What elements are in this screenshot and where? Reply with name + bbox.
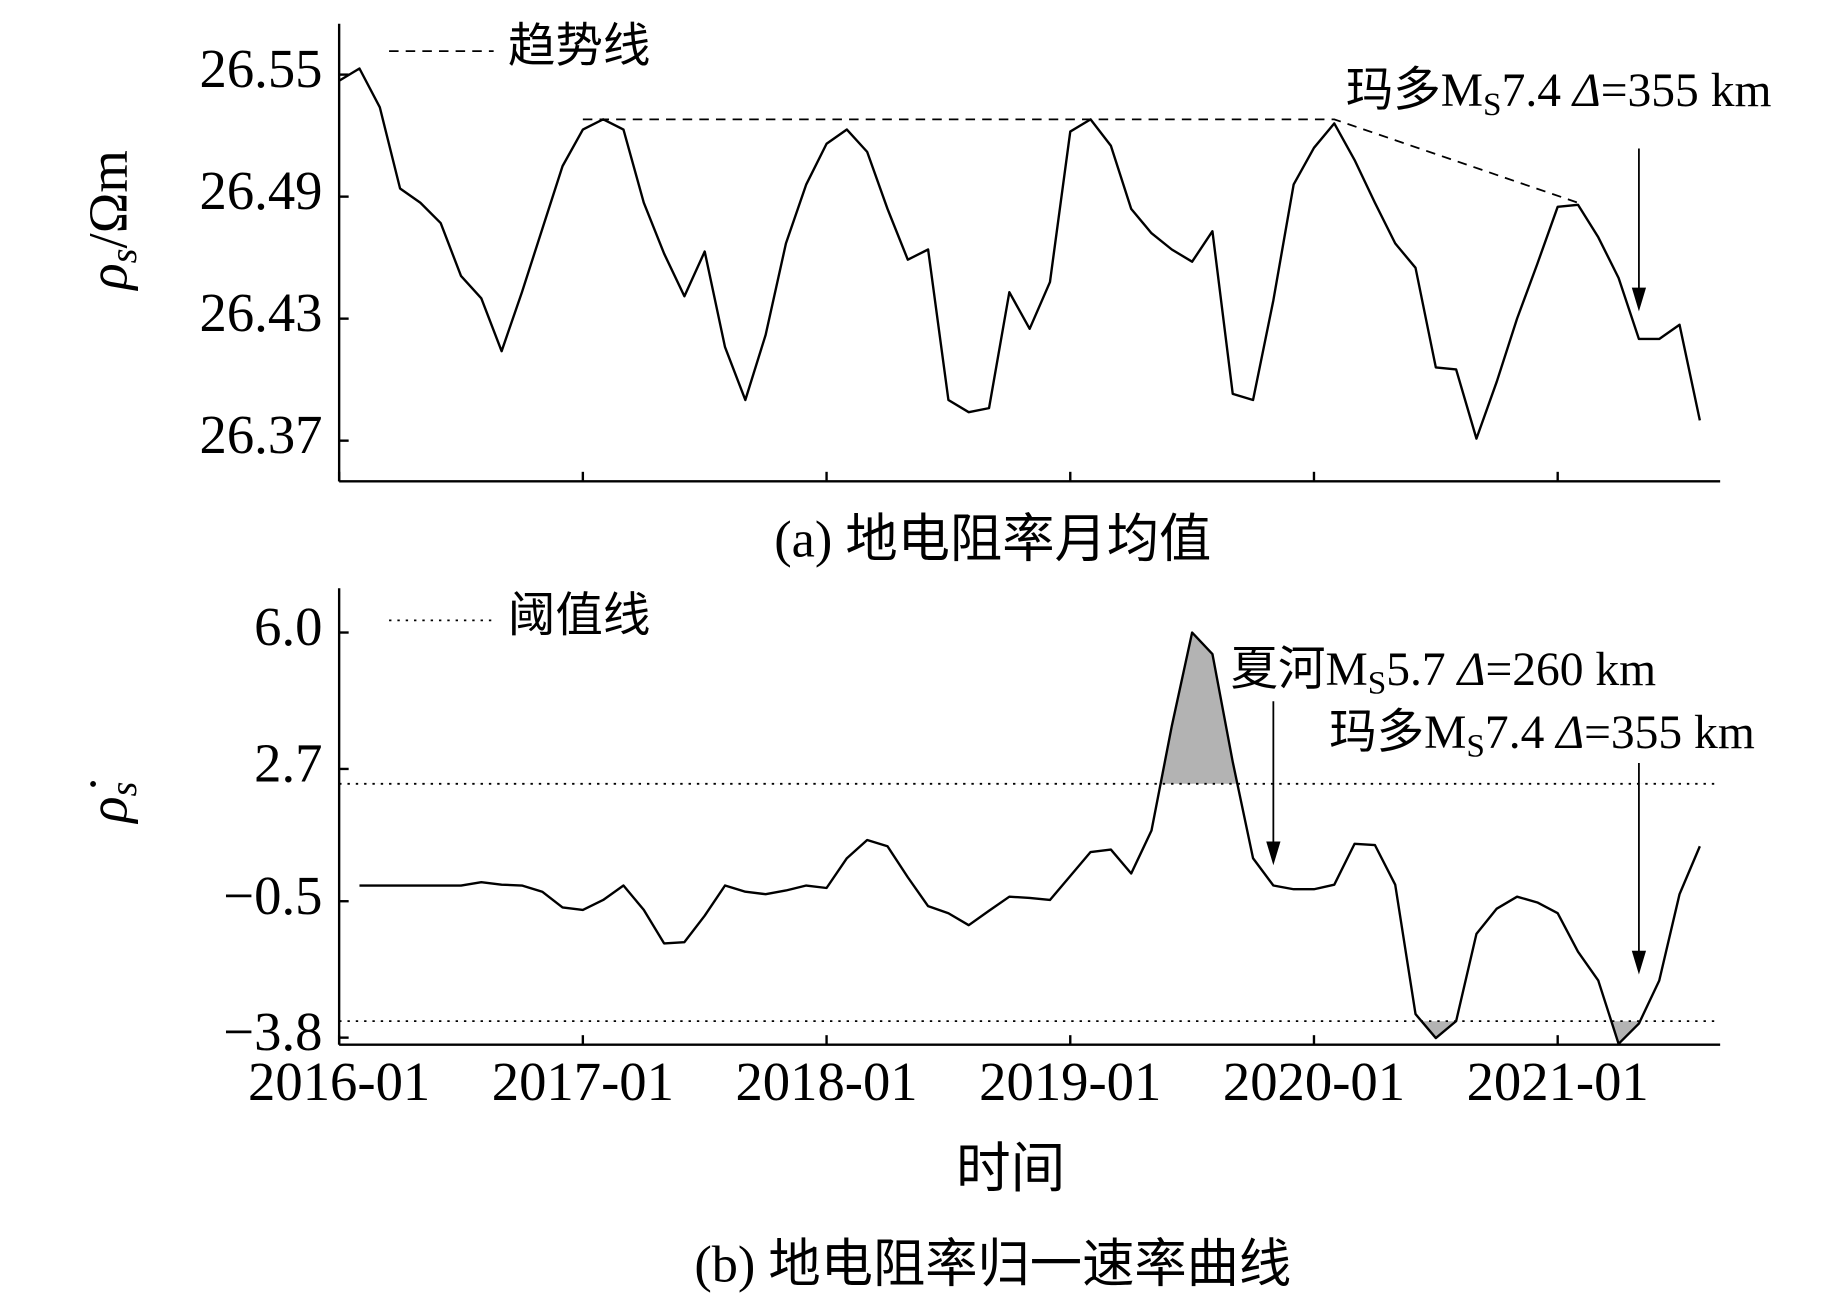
text-part: 玛多M — [1346, 65, 1483, 117]
y-tick-label: 2.7 — [254, 732, 322, 793]
text-part: s — [103, 782, 145, 797]
annotation: 玛多MS7.4 Δ=355 km — [1346, 65, 1772, 123]
trend-line — [582, 118, 1579, 204]
y-tick-label: 26.49 — [200, 160, 323, 221]
data-line — [338, 67, 1702, 440]
text-part: 夏河M — [1231, 644, 1368, 696]
x-tick-label: 2016-01 — [248, 1051, 430, 1112]
text-part: S — [1483, 86, 1502, 123]
y-tick-label: −0.5 — [223, 865, 322, 926]
x-tick-label: 2021-01 — [1467, 1051, 1649, 1112]
x-tick-label: 2020-01 — [1223, 1051, 1405, 1112]
annotation: 玛多MS7.4 Δ=355 km — [1329, 707, 1755, 765]
text-part: /Ωm — [77, 150, 138, 248]
y-tick-label: −3.8 — [223, 1001, 322, 1062]
y-tick-label: 26.55 — [200, 38, 323, 99]
data-line — [359, 631, 1701, 1046]
y-tick-label: 26.37 — [200, 404, 323, 465]
text-part: 玛多M — [1329, 707, 1466, 759]
text-part: Δ — [1554, 707, 1584, 759]
legend-label: 趋势线 — [508, 21, 651, 73]
x-axis-label: 时间 — [956, 1138, 1065, 1199]
arrow-head — [1631, 950, 1647, 975]
y-tick-label: 26.43 — [200, 282, 323, 343]
text-part: 7.4 — [1502, 65, 1573, 117]
subtitle: (b) 地电阻率归一速率曲线 — [694, 1235, 1291, 1293]
x-tick-label: 2019-01 — [979, 1051, 1161, 1112]
text-part: =355 km — [1601, 65, 1772, 117]
text-part: Δ — [1456, 644, 1486, 696]
subtitle: (a) 地电阻率月均值 — [774, 510, 1211, 568]
y-tick-label: 6.0 — [254, 596, 322, 657]
text-part: S — [1466, 727, 1485, 764]
arrow-head — [1631, 287, 1647, 312]
text-part: =260 km — [1485, 644, 1656, 696]
text-part: Δ — [1571, 65, 1601, 117]
text-part: 7.4 — [1485, 707, 1556, 759]
x-tick-label: 2017-01 — [492, 1051, 674, 1112]
y-axis-label: ρ̇s — [77, 781, 145, 825]
annotation: 夏河MS5.7 Δ=260 km — [1231, 644, 1657, 702]
y-axis-label: ρs/Ωm — [77, 150, 145, 291]
x-tick-label: 2018-01 — [735, 1051, 917, 1112]
arrow-head — [1266, 841, 1281, 866]
text-part: 5.7 — [1386, 644, 1457, 696]
text-part: S — [1368, 664, 1387, 701]
legend-label: 阈值线 — [508, 590, 651, 642]
text-part: ρ — [77, 263, 138, 291]
text-part: s — [103, 248, 145, 263]
text-part: =355 km — [1584, 707, 1755, 759]
